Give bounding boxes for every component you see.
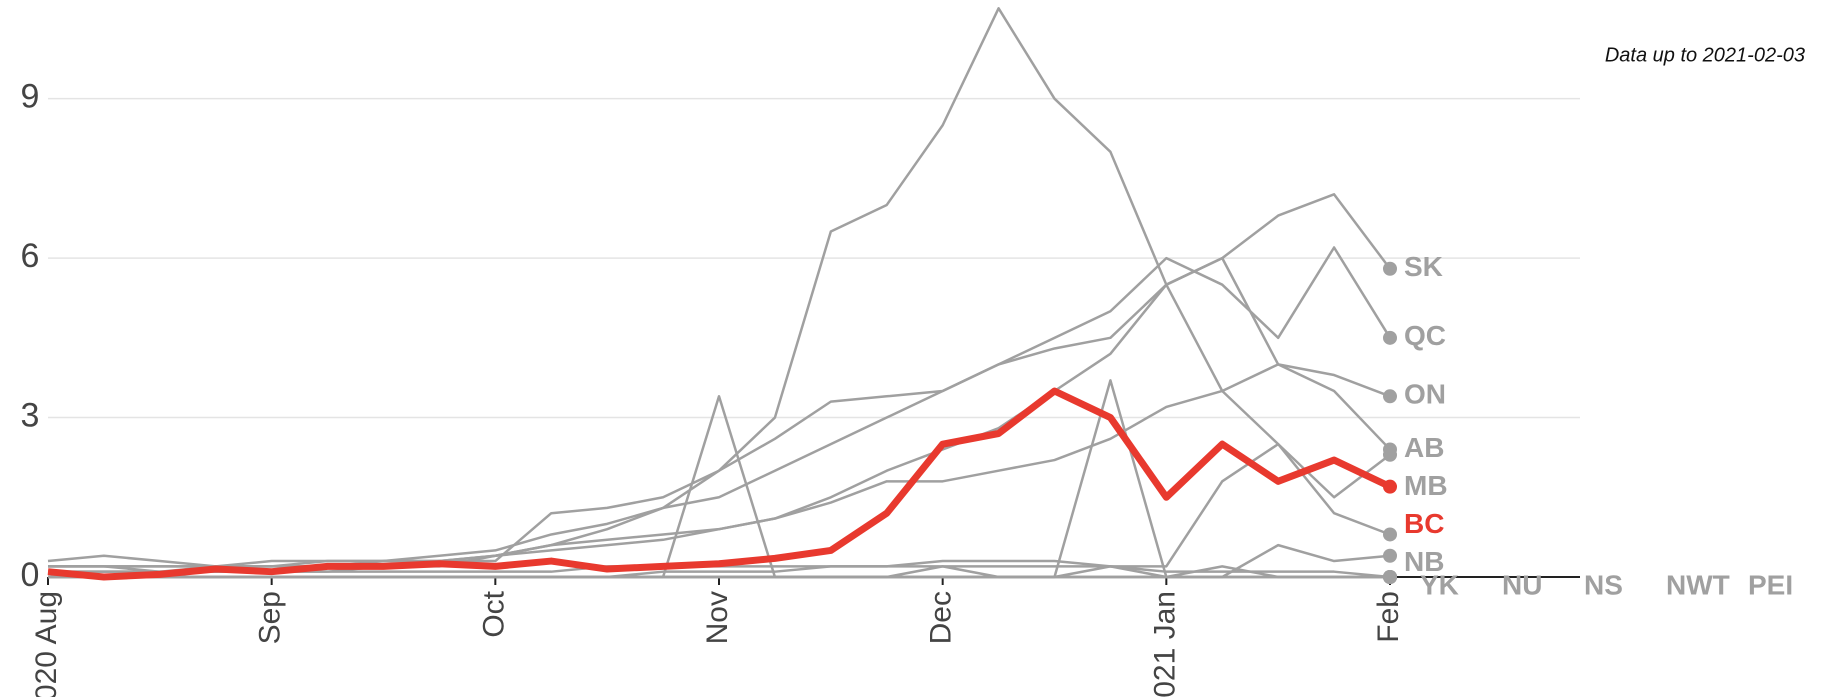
line xyxy=(47,193,1391,568)
line xyxy=(48,246,1392,568)
series-label: AB xyxy=(1404,432,1444,463)
series-label: SK xyxy=(1404,251,1443,282)
y-tick-label: 3 xyxy=(21,397,40,435)
series-label: NWT xyxy=(1666,569,1730,600)
end-point xyxy=(1383,548,1397,563)
x-tick-label: Sep xyxy=(254,591,287,644)
end-point xyxy=(1383,447,1397,462)
series-label: YK xyxy=(1420,569,1459,600)
y-tick-label: 6 xyxy=(21,237,40,275)
y-tick-label: 0 xyxy=(21,556,40,594)
x-tick-label: Dec xyxy=(925,591,958,644)
x-tick-label: Feb xyxy=(1372,591,1405,643)
series-label: NS xyxy=(1584,569,1623,600)
end-point xyxy=(1383,570,1397,584)
x-tick-label: 2021 Jan xyxy=(1148,591,1181,697)
series-label: PEI xyxy=(1748,569,1793,600)
y-tick-label: 9 xyxy=(21,78,40,116)
series-label: MB xyxy=(1404,470,1448,501)
series-label: QC xyxy=(1404,320,1446,351)
x-tick-label: 2020 Aug xyxy=(30,591,63,697)
end-point xyxy=(1383,479,1397,494)
line xyxy=(48,256,1391,568)
series-label: BC xyxy=(1404,508,1444,539)
line xyxy=(48,442,1391,573)
end-point xyxy=(1383,527,1397,542)
series-label: ON xyxy=(1404,379,1446,410)
line xyxy=(47,387,1392,581)
end-point xyxy=(1383,330,1397,345)
series-label: NU xyxy=(1502,569,1542,600)
x-tick-label: Nov xyxy=(701,591,734,644)
end-point xyxy=(1383,261,1397,276)
x-tick-label: Oct xyxy=(477,590,510,637)
end-point xyxy=(1383,389,1397,404)
annotation: Data up to 2021-02-03 xyxy=(1605,44,1805,66)
line xyxy=(48,7,1391,573)
series-label: NB xyxy=(1404,546,1444,577)
